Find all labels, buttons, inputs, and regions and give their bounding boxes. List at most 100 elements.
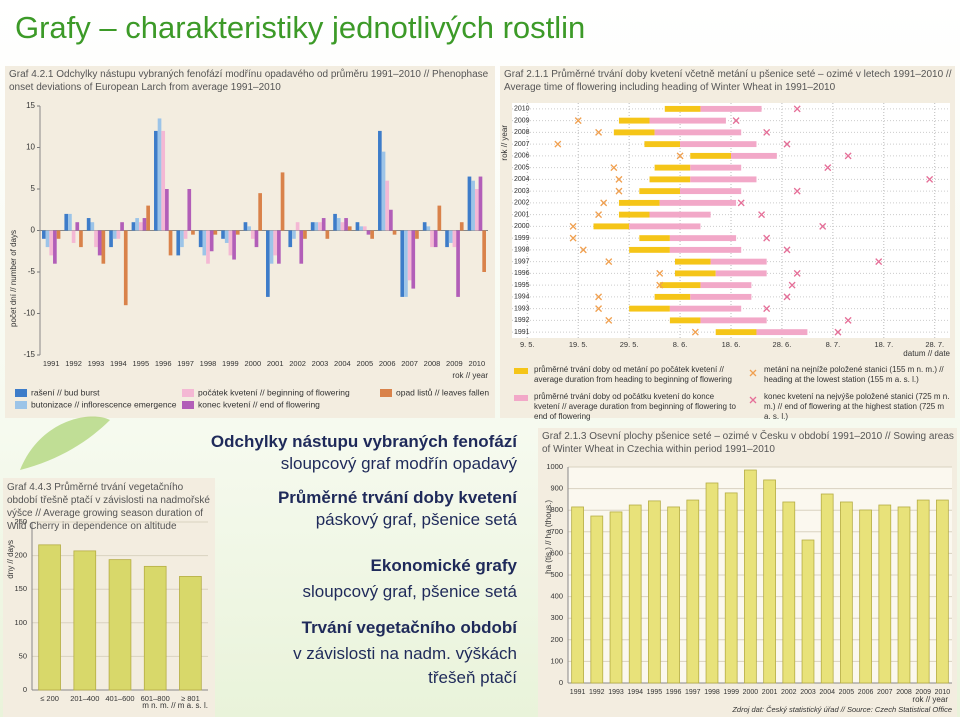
range-bar <box>700 105 762 112</box>
marker <box>615 187 623 195</box>
marker <box>574 117 582 125</box>
marker <box>793 187 801 195</box>
range-bar <box>649 117 726 124</box>
bar <box>94 230 98 248</box>
bar <box>400 230 405 297</box>
text-heading: Odchylky nástupu vybraných fenofází <box>210 432 517 451</box>
bar <box>426 226 431 231</box>
x-tick-label: 1994 <box>110 359 127 368</box>
y-tick-label: 100 <box>14 618 27 627</box>
bar <box>897 506 911 684</box>
bar <box>101 230 106 264</box>
x-axis-label: datum // date <box>903 349 950 358</box>
range-bar <box>710 258 767 265</box>
y-tick-label: 700 <box>550 527 563 536</box>
bar <box>90 222 95 231</box>
legend-label: metání na nejníže položené stanici (155 … <box>764 365 944 384</box>
x-tick-label: 1999 <box>723 689 739 696</box>
bar <box>478 176 483 231</box>
range-bar <box>690 152 731 159</box>
range-bar <box>669 235 737 242</box>
x-tick-label: 2000 <box>743 689 759 696</box>
legend-label: rašení // bud burst <box>31 387 100 397</box>
y-tick-label: 0 <box>559 678 563 687</box>
range-bar <box>629 305 670 312</box>
bar <box>378 130 382 231</box>
x-tick-label: 1995 <box>132 359 149 368</box>
y-tick-label: 5 <box>31 184 36 193</box>
bar <box>359 226 363 231</box>
y-tick-label: 1994 <box>514 294 530 301</box>
y-axis-label: počet dní // number of days <box>9 230 18 327</box>
x-tick-label: 18. 7. <box>874 340 893 349</box>
y-tick-label: 150 <box>14 584 27 593</box>
x-tick-label: 2010 <box>935 689 951 696</box>
x-tick-label: 1991 <box>570 689 586 696</box>
x-tick-label: 2002 <box>781 689 797 696</box>
y-tick-label: 2003 <box>514 188 530 195</box>
bar <box>590 515 604 684</box>
chart-title: Graf 4.4.3 Průměrné trvání vegetačního o… <box>7 482 210 532</box>
range-bar <box>629 246 670 253</box>
bar <box>474 189 479 231</box>
chart-title: Graf 2.1.3 Osevní plochy pšenice seté – … <box>542 431 954 455</box>
marker <box>783 293 791 301</box>
bar <box>180 230 184 248</box>
range-bar <box>613 129 655 136</box>
legend-label: konec kvetení na nejvýše položené stanic… <box>764 392 950 421</box>
slide-title: Grafy – charakteristiky jednotlivých ros… <box>15 10 586 45</box>
range-bar <box>731 152 777 159</box>
range-bar <box>649 176 691 183</box>
range-bar <box>690 176 757 183</box>
bar <box>288 230 293 248</box>
range-bar <box>654 129 742 136</box>
bar <box>183 230 188 239</box>
bar <box>116 230 121 239</box>
y-tick-label: 0 <box>23 685 27 694</box>
y-axis-label: dny // days <box>6 540 15 579</box>
y-tick-label: 2002 <box>514 200 530 207</box>
bar <box>250 230 255 239</box>
marker <box>579 246 587 254</box>
x-axis-label: rok // year <box>452 371 488 380</box>
y-axis-label: ha (tis.) // ha (thous.) <box>544 500 553 574</box>
marker <box>783 140 791 148</box>
x-tick-label: 1992 <box>589 689 605 696</box>
marker <box>600 199 608 207</box>
y-tick-label: 1000 <box>546 462 563 471</box>
legend-label: počátek kvetení // beginning of flowerin… <box>198 387 350 397</box>
y-tick-label: 2006 <box>514 153 530 160</box>
bar <box>321 218 326 231</box>
x-tick-label: 1996 <box>155 359 172 368</box>
legend-swatch <box>182 389 194 397</box>
marker <box>763 128 771 136</box>
bar <box>303 230 307 239</box>
y-tick-label: 900 <box>550 484 563 493</box>
bar <box>404 230 408 297</box>
y-tick-label: 500 <box>550 570 563 579</box>
bar <box>112 230 117 239</box>
x-tick-label: 29. 5. <box>620 340 639 349</box>
x-tick-label: 2001 <box>267 359 284 368</box>
range-bar <box>669 246 742 253</box>
bar <box>277 230 281 264</box>
x-tick-label: 1995 <box>647 689 663 696</box>
marker <box>615 175 623 183</box>
bar <box>448 230 453 243</box>
x-tick-label: 2008 <box>424 359 441 368</box>
bar <box>206 230 210 264</box>
chart-title: Graf 4.2.1 Odchylky nástupu vybraných fe… <box>9 69 489 93</box>
bar <box>157 118 162 231</box>
text-line: v závislosti na nadm. výškách <box>293 644 517 663</box>
x-axis-label: rok // year <box>912 695 948 704</box>
y-tick-label: -10 <box>23 309 35 318</box>
x-axis-label: m n. m. // m a. s. l. <box>142 701 208 710</box>
marker <box>763 305 771 313</box>
y-tick-label: -15 <box>23 350 35 359</box>
bar <box>422 222 427 231</box>
range-bar <box>690 164 742 171</box>
text-line: třešeň ptačí <box>428 668 517 687</box>
marker <box>749 396 757 404</box>
bar <box>235 230 240 235</box>
